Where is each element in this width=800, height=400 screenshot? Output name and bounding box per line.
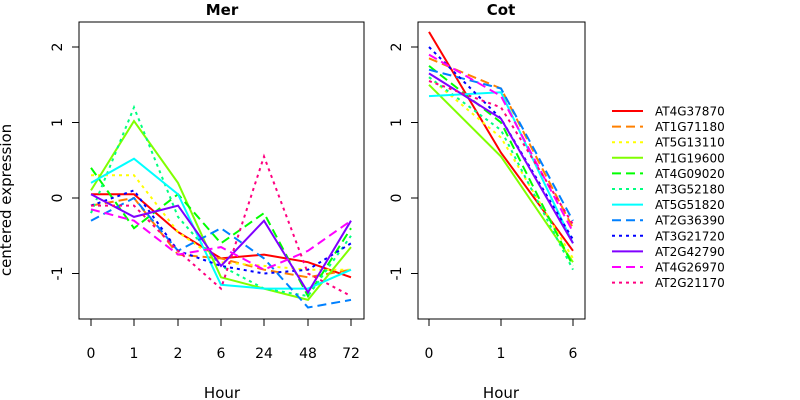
- legend-item-label: AT2G42790: [655, 245, 725, 259]
- mer-series-line-at2g36390: [90, 196, 352, 309]
- legend-item-label: AT2G21170: [655, 276, 725, 290]
- cot-series-line-at4g37870: [428, 31, 574, 252]
- mer-series-line-at5g13110: [91, 174, 351, 271]
- cot-series-line-at2g42790: [428, 72, 574, 244]
- mer-y-tick-label: 0: [50, 194, 66, 203]
- legend-item-label: AT1G19600: [655, 151, 725, 165]
- cot-x-tick-label: 6: [569, 346, 578, 362]
- legend-item-label: AT4G09020: [655, 167, 725, 181]
- mer-series-line-at2g42790: [90, 193, 352, 295]
- cot-series-line-at5g13110: [428, 76, 574, 259]
- mer-y-tick-label: 1: [50, 118, 66, 127]
- mer-series-line-at4g09020: [90, 167, 352, 299]
- cot-series-line-at2g21170: [428, 80, 574, 225]
- mer-series-line-at2g21170: [91, 153, 352, 297]
- mer-series-line-at4g26970: [90, 208, 352, 271]
- cot-x-tick-label: 1: [497, 346, 506, 362]
- mer-x-tick-label: 6: [217, 346, 226, 362]
- cot-y-tick-label: -1: [389, 267, 405, 281]
- mer-series-line-at5g51820: [90, 157, 352, 290]
- legend-item-label: AT4G37870: [655, 105, 725, 119]
- mer-x-axis-title: Hour: [204, 384, 241, 400]
- cot-y-tick-label: 2: [389, 43, 405, 52]
- mer-panel-title: Mer: [206, 1, 239, 19]
- legend-item-label: AT5G13110: [655, 136, 725, 150]
- legend-item-label: AT4G26970: [655, 261, 725, 275]
- mer-y-tick-label: -1: [50, 267, 66, 281]
- cot-plot-frame: [417, 21, 586, 320]
- legend-item-label: AT5G51820: [655, 198, 725, 212]
- mer-x-tick-label: 48: [299, 346, 317, 362]
- mer-panel: Mer Hour 0 1 2 6 24 48 72 -1 0 1 2: [50, 1, 365, 400]
- mer-x-tick-label: 1: [130, 346, 139, 362]
- cot-series-line-at4g09020: [428, 65, 574, 267]
- legend-item-label: AT3G21720: [655, 229, 725, 243]
- legend-item-label: AT3G52180: [655, 183, 725, 197]
- cot-x-axis-title: Hour: [483, 384, 520, 400]
- cot-x-tick-label: 0: [425, 346, 434, 362]
- mer-series-line-at3g21720: [90, 189, 352, 275]
- cot-series-line-at1g19600: [428, 84, 574, 263]
- y-axis-title: centered expression: [0, 124, 15, 276]
- mer-x-tick-label: 0: [87, 346, 96, 362]
- mer-series-line-at1g19600: [90, 119, 352, 302]
- cot-panel: Cot Hour 0 1 6 -1 0 1 2: [389, 1, 586, 400]
- mer-x-tick-label: 24: [255, 346, 273, 362]
- cot-y-tick-label: 0: [389, 194, 405, 203]
- cot-y-tick-label: 1: [389, 118, 405, 127]
- mer-x-tick-label: 2: [174, 346, 183, 362]
- mer-x-tick-label: 72: [342, 346, 360, 362]
- legend-item-label: AT1G71180: [655, 120, 725, 134]
- mer-series-line-at3g52180: [90, 104, 352, 298]
- legend-item-label: AT2G36390: [655, 214, 725, 228]
- cot-series-line-at2g36390: [428, 68, 574, 222]
- cot-panel-title: Cot: [487, 1, 515, 19]
- mer-y-tick-label: 2: [50, 43, 66, 52]
- cot-series-line-at5g51820: [428, 91, 574, 244]
